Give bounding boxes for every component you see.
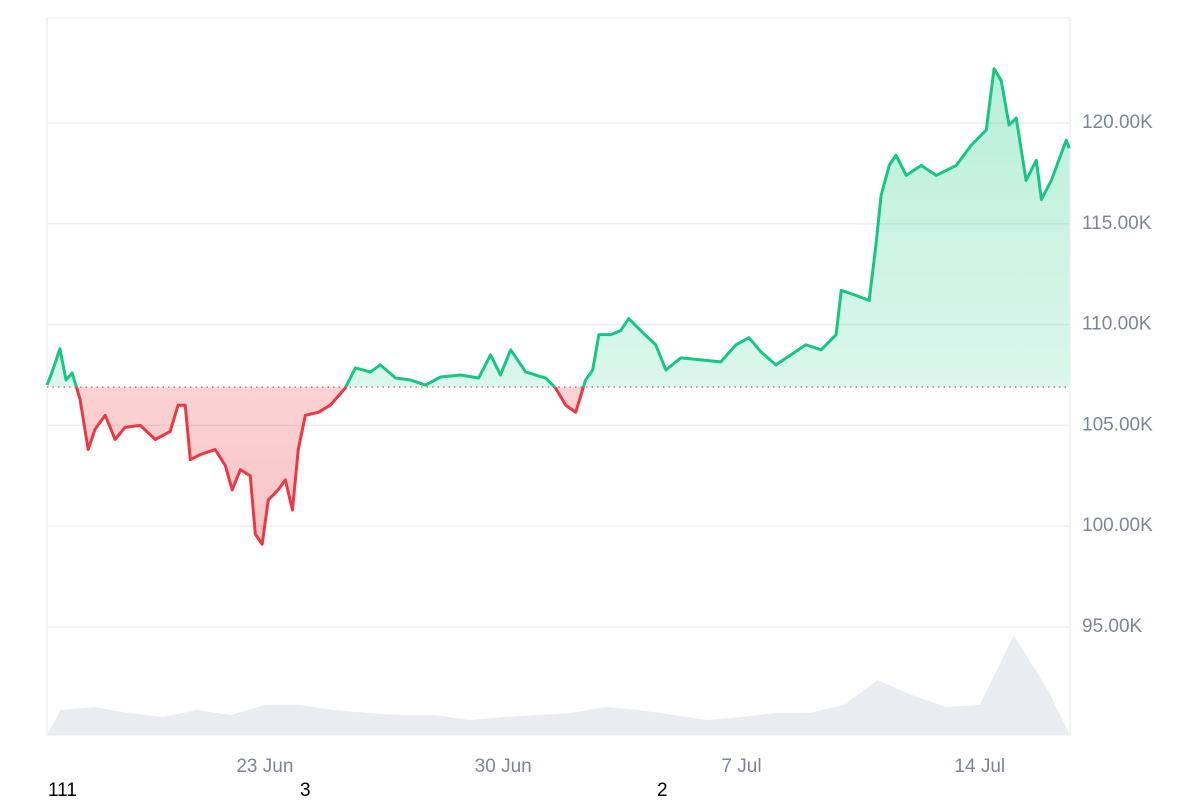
y-tick-label: 95.00K bbox=[1082, 616, 1143, 637]
annotation: 111 bbox=[48, 780, 77, 800]
price-line-down bbox=[74, 387, 585, 546]
annotation: 3 bbox=[300, 780, 311, 800]
annotation: 2 bbox=[657, 780, 668, 800]
price-line-up bbox=[45, 67, 1071, 388]
x-tick-label: 23 Jun bbox=[236, 756, 293, 777]
y-tick-label: 120.00K bbox=[1082, 112, 1153, 133]
volume-area bbox=[47, 635, 1070, 735]
y-tick-label: 115.00K bbox=[1082, 213, 1152, 234]
x-tick-label: 7 Jul bbox=[721, 756, 761, 777]
area-up bbox=[47, 68, 1070, 388]
x-tick-label: 14 Jul bbox=[954, 756, 1005, 777]
y-tick-label: 100.00K bbox=[1082, 515, 1153, 536]
x-tick-label: 30 Jun bbox=[475, 756, 532, 777]
y-tick-label: 105.00K bbox=[1082, 414, 1153, 435]
y-tick-label: 110.00K bbox=[1082, 314, 1152, 335]
